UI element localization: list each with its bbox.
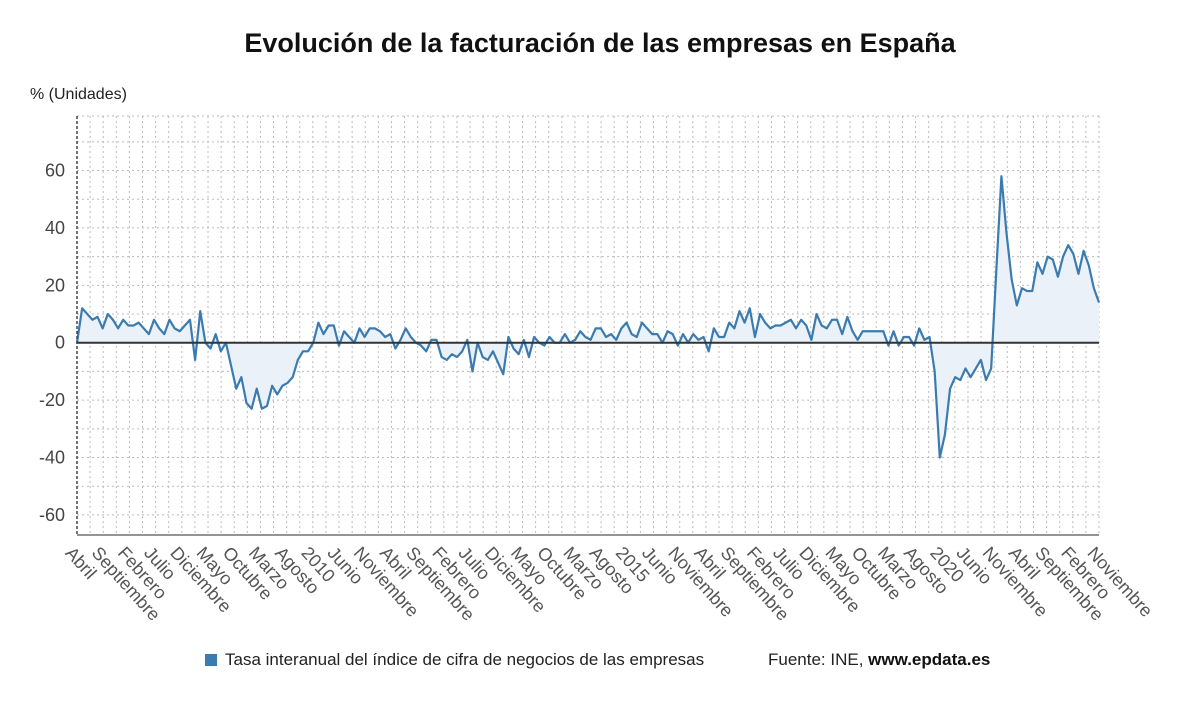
series-layer (75, 175, 1101, 459)
y-tick-label: -60 (39, 505, 65, 525)
source-site: www.epdata.es (868, 650, 991, 669)
y-axis-label: % (Unidades) (30, 86, 127, 103)
y-tick-label: -40 (39, 448, 65, 468)
x-ticks: AbrilSeptiembreFebreroJulioDiciembreMayo… (62, 543, 1157, 625)
y-tick-label: 0 (55, 333, 65, 353)
y-tick-label: -20 (39, 390, 65, 410)
legend: Tasa interanual del índice de cifra de n… (205, 650, 704, 670)
grid (76, 115, 1100, 535)
y-tick-label: 60 (45, 161, 65, 181)
y-ticks: 60 40 20 0 -20 -40 -60 (39, 161, 65, 525)
axes (76, 116, 1099, 536)
y-tick-label: 40 (45, 218, 65, 238)
chart-title: Evolución de la facturación de las empre… (244, 28, 956, 58)
source-prefix: Fuente: INE, (768, 650, 869, 669)
series-line (75, 175, 1101, 459)
y-tick-label: 20 (45, 275, 65, 295)
legend-label: Tasa interanual del índice de cifra de n… (225, 650, 705, 669)
source-note: Fuente: INE, www.epdata.es (768, 650, 990, 670)
legend-swatch (205, 654, 217, 666)
